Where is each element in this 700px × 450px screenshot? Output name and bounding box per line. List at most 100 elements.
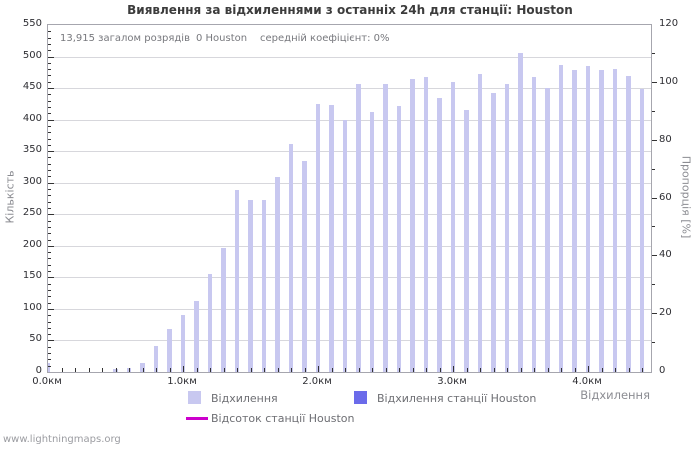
y-right-tick-label: 0 [659,365,666,376]
y-left-tick-label: 300 [22,175,42,187]
y-left-minor-tick [48,201,51,203]
y-left-major-tick [48,308,54,310]
legend-label-station-deviation: Відхилення станції Houston [377,392,537,405]
bar-deviation [450,81,456,372]
x-minor-tick [547,368,549,372]
bar-deviation [221,248,226,372]
legend-line-station-percent [186,417,208,420]
x-minor-tick [412,368,414,372]
x-minor-tick [250,368,252,372]
y-right-major-tick [652,313,657,315]
x-minor-tick [156,368,157,372]
y-left-tick-label: 250 [22,207,42,219]
gridline [48,277,651,279]
x-minor-tick [372,368,373,372]
y-left-minor-tick [48,321,51,323]
bar-deviation [464,110,469,372]
legend-label-station-percent: Відсоток станції Houston [211,412,355,425]
bar-deviation [585,66,591,372]
x-minor-tick [561,368,562,372]
y-left-minor-tick [48,43,51,45]
y-left-tick-label: 550 [22,18,42,29]
gridline [48,245,651,247]
y-left-minor-tick [48,302,51,304]
x-minor-tick [291,368,292,372]
bar-deviation [437,97,442,372]
y-left-tick-label: 500 [22,49,42,61]
y-left-minor-tick [48,334,51,336]
y-right-minor-tick [652,284,655,286]
y-left-minor-tick [48,163,51,165]
y-right-tick-label: 40 [659,249,672,261]
y-left-major-tick [48,214,54,216]
bar-deviation [396,106,402,372]
y-right-tick-label: 120 [659,18,679,29]
y-left-minor-tick [48,365,51,367]
y-left-minor-tick [48,50,51,52]
x-minor-tick [507,368,508,372]
x-minor-tick [102,368,103,372]
bar-deviation [153,345,159,372]
y-right-tick-label: 100 [659,75,679,87]
x-minor-tick [196,368,198,372]
y-left-minor-tick [48,258,51,260]
stat-total-strokes: 13,915 загалом розрядів [60,33,190,44]
y-left-minor-tick [48,62,51,64]
y-right-tick-label: 60 [659,191,672,203]
bar-deviation [207,273,213,372]
y-left-major-tick [48,56,54,58]
y-left-major-tick [48,88,54,90]
y-left-minor-tick [48,327,51,329]
x-minor-tick [628,368,630,372]
bar-deviation [248,199,253,372]
y-left-minor-tick [48,283,51,285]
x-tick-label: 2.0км [302,376,332,387]
y-left-tick-label: 400 [22,112,42,124]
y-left-tick-label: 0 [35,365,42,376]
bar-deviation [167,329,172,372]
y-left-minor-tick [48,37,51,39]
y-left-minor-tick [48,31,51,33]
y-left-minor-tick [48,144,51,146]
x-minor-tick [61,368,63,372]
x-minor-tick [210,368,211,372]
y-right-minor-tick [652,110,655,112]
x-minor-tick [439,368,441,372]
stat-station-count: 0 Houston [196,33,248,44]
y-left-major-tick [48,245,54,247]
bar-deviation [329,105,334,372]
bar-deviation [410,79,415,372]
x-minor-tick [115,368,117,372]
y-left-tick-label: 150 [22,270,42,282]
bar-deviation [194,300,199,372]
plot-area: 13,915 загалом розрядів 0 Houston середн… [47,24,652,373]
bar-deviation [545,88,550,372]
y-left-minor-tick [48,75,51,77]
y-right-major-tick [652,81,657,83]
gridline [48,151,651,153]
y-left-minor-tick [48,207,51,209]
y-left-minor-tick [48,138,51,140]
bar-deviation [626,76,631,372]
x-major-tick [453,366,454,372]
bar-deviation [48,362,51,372]
stat-average-ratio: середній коефіцієнт: 0% [260,33,390,44]
bar-deviation [383,84,388,372]
x-minor-tick [142,368,144,372]
bar-deviation [572,69,577,372]
y-left-minor-tick [48,296,51,298]
x-tick-label: 0.0км [32,376,62,387]
y-left-major-tick [48,340,54,342]
bar-deviation [302,161,307,372]
bar-deviation [275,177,280,372]
y-left-major-tick [48,151,54,153]
y-left-minor-tick [48,176,51,178]
x-minor-tick [520,368,522,372]
y-right-minor-tick [652,168,655,170]
y-left-minor-tick [48,195,51,197]
y-left-minor-tick [48,189,51,191]
x-minor-tick [345,368,346,372]
x-minor-tick [399,368,400,372]
y-left-minor-tick [48,289,51,291]
